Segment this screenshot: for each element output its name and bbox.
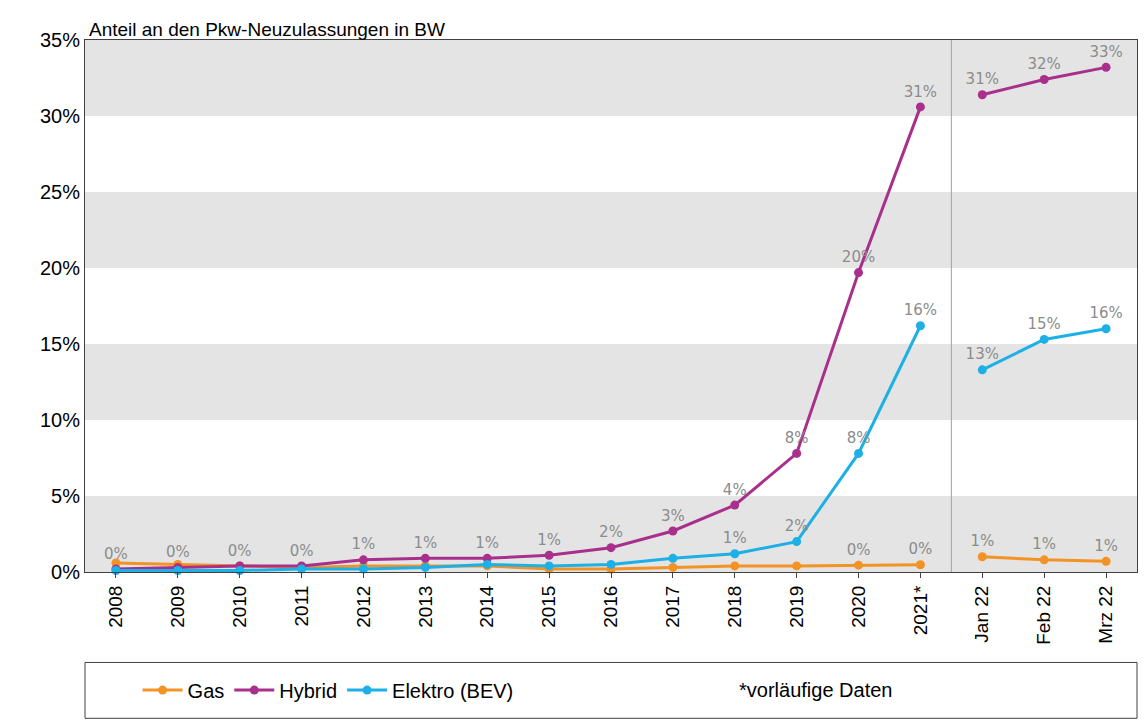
svg-text:32%: 32% [1028,55,1061,73]
svg-text:25%: 25% [40,181,80,203]
svg-text:30%: 30% [40,105,80,127]
svg-text:2%: 2% [785,517,809,535]
svg-text:33%: 33% [1089,43,1122,61]
svg-text:20%: 20% [40,257,80,279]
svg-text:Elektro (BEV): Elektro (BEV) [392,680,513,702]
svg-text:Mrz 22: Mrz 22 [1095,586,1116,644]
svg-text:2014: 2014 [476,585,497,628]
svg-text:2009: 2009 [167,586,188,628]
svg-text:13%: 13% [966,345,999,363]
svg-text:2021*: 2021* [910,585,931,635]
svg-text:2020: 2020 [848,586,869,628]
svg-text:0%: 0% [909,540,933,558]
svg-text:35%: 35% [40,29,80,51]
svg-text:1%: 1% [1032,535,1056,553]
svg-text:8%: 8% [847,429,871,447]
svg-text:2008: 2008 [105,586,126,628]
svg-text:31%: 31% [966,70,999,88]
svg-text:0%: 0% [104,545,128,563]
svg-text:1%: 1% [475,534,499,552]
svg-text:1%: 1% [413,534,437,552]
svg-text:1%: 1% [970,532,994,550]
svg-text:0%: 0% [847,541,871,559]
svg-text:Gas: Gas [188,680,225,702]
svg-text:16%: 16% [1089,304,1122,322]
svg-text:0%: 0% [51,561,80,583]
svg-text:*vorläufige Daten: *vorläufige Daten [739,679,892,701]
svg-text:1%: 1% [352,535,376,553]
svg-text:8%: 8% [785,429,809,447]
svg-text:20%: 20% [842,248,875,266]
svg-text:5%: 5% [51,485,80,507]
svg-text:Feb 22: Feb 22 [1033,586,1054,645]
svg-text:15%: 15% [40,333,80,355]
svg-text:4%: 4% [723,481,747,499]
svg-text:2%: 2% [599,523,623,541]
svg-text:2013: 2013 [415,586,436,628]
svg-text:Jan 22: Jan 22 [971,586,992,643]
svg-text:31%: 31% [904,83,937,101]
svg-text:2016: 2016 [600,586,621,628]
svg-text:2015: 2015 [538,586,559,628]
svg-text:10%: 10% [40,409,80,431]
svg-text:3%: 3% [661,507,685,525]
svg-text:2011: 2011 [291,586,312,627]
svg-text:1%: 1% [723,529,747,547]
svg-text:15%: 15% [1028,315,1061,333]
svg-text:2012: 2012 [353,586,374,628]
svg-text:2018: 2018 [724,586,745,628]
svg-text:0%: 0% [166,543,190,561]
svg-text:Anteil an den Pkw-Neuzulassung: Anteil an den Pkw-Neuzulassungen in BW [89,19,445,40]
svg-text:1%: 1% [537,531,561,549]
svg-text:2019: 2019 [786,586,807,628]
svg-text:Hybrid: Hybrid [279,680,337,702]
svg-text:0%: 0% [228,542,252,560]
svg-text:16%: 16% [904,301,937,319]
svg-text:2010: 2010 [229,586,250,628]
svg-text:1%: 1% [1094,537,1118,555]
svg-text:2017: 2017 [662,586,683,628]
svg-text:0%: 0% [290,542,314,560]
